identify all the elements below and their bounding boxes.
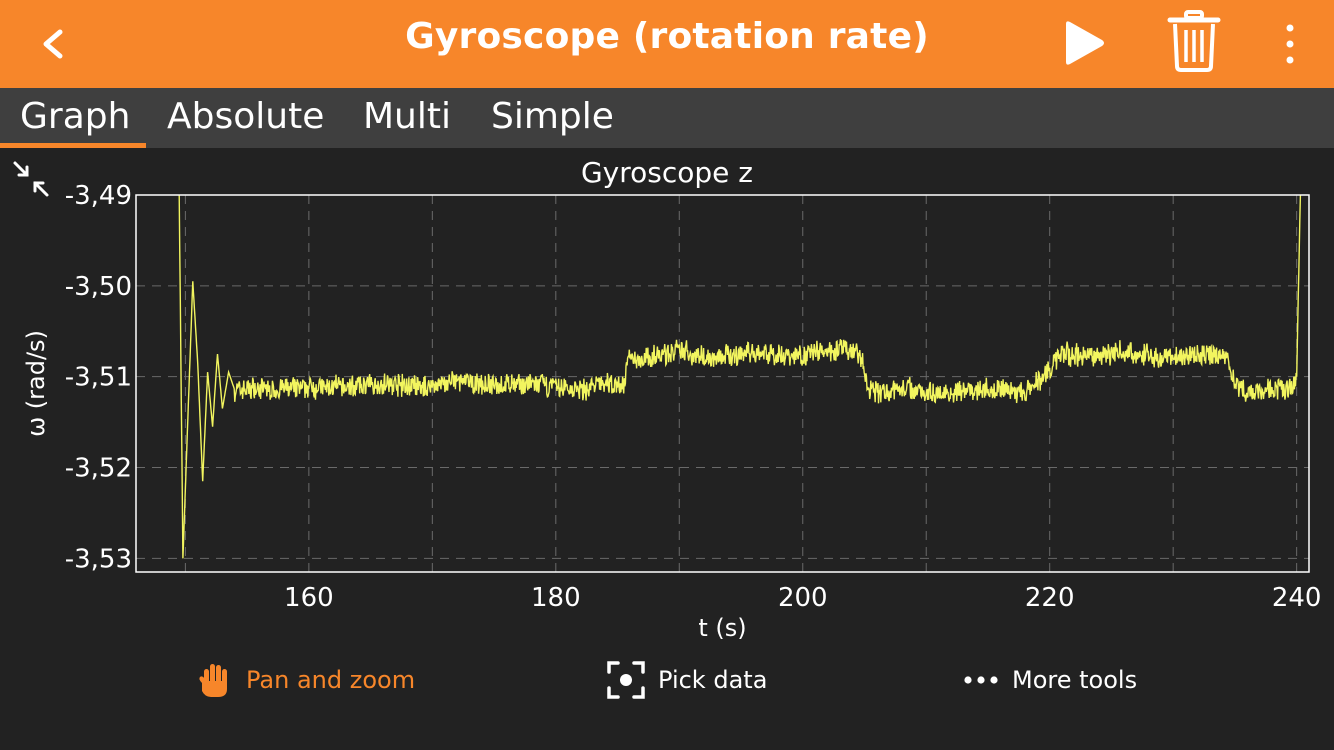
y-tick-label: -3,53 [65, 544, 132, 574]
active-tab-indicator [0, 143, 146, 148]
gyroscope-chart[interactable]: Gyroscope z 160 180 200 220 240 -3,49-3,50-3… [0, 148, 1334, 648]
top-app-bar: Gyroscope (rotation rate) [0, 0, 1334, 88]
pick-data-label: Pick data [658, 666, 768, 694]
tab-graph[interactable]: Graph [20, 96, 131, 137]
gyroscope-z-series-line [178, 195, 1302, 559]
x-tick-label: 200 [778, 583, 828, 613]
x-tick-label: 180 [531, 583, 581, 613]
more-vertical-icon[interactable] [1276, 22, 1304, 66]
tab-simple[interactable]: Simple [491, 96, 614, 137]
x-tick-label: 240 [1272, 583, 1322, 613]
page-title: Gyroscope (rotation rate) [405, 16, 929, 57]
x-axis-label: t (s) [698, 614, 746, 642]
collapse-arrows-icon[interactable] [12, 160, 50, 198]
back-chevron-icon[interactable] [34, 24, 74, 64]
chart-grid [136, 194, 1309, 572]
pick-data-button[interactable]: Pick data [606, 658, 767, 702]
chart-title: Gyroscope z [581, 156, 753, 189]
bottom-toolbar: Pan and zoom Pick data More tools [0, 650, 1334, 710]
x-axis-ticks: 160 180 200 220 240 [284, 583, 1321, 613]
more-tools-button[interactable]: More tools [962, 658, 1137, 702]
trash-icon[interactable] [1166, 10, 1222, 72]
y-tick-label: -3,50 [65, 272, 132, 302]
plot-area-frame [135, 194, 1310, 573]
y-tick-label: -3,52 [65, 454, 132, 484]
more-horizontal-icon [964, 676, 998, 684]
y-tick-label: -3,51 [65, 363, 132, 393]
play-icon[interactable] [1058, 18, 1108, 68]
tab-absolute[interactable]: Absolute [167, 96, 325, 137]
x-tick-label: 220 [1025, 583, 1075, 613]
target-focus-icon [607, 661, 645, 699]
y-axis-ticks: -3,49 -3,50 -3,51 -3,52 -3,53 [65, 181, 132, 574]
x-tick-label: 160 [284, 583, 334, 613]
tab-bar: Graph Absolute Multi Simple [0, 88, 1334, 148]
tab-multi[interactable]: Multi [363, 96, 451, 137]
y-axis-label: ω (rad/s) [22, 330, 50, 437]
hand-icon [199, 664, 227, 697]
pan-and-zoom-label: Pan and zoom [246, 666, 416, 694]
y-tick-label: -3,49 [65, 181, 132, 211]
pan-and-zoom-button[interactable]: Pan and zoom [196, 658, 415, 702]
more-tools-label: More tools [1012, 666, 1138, 694]
